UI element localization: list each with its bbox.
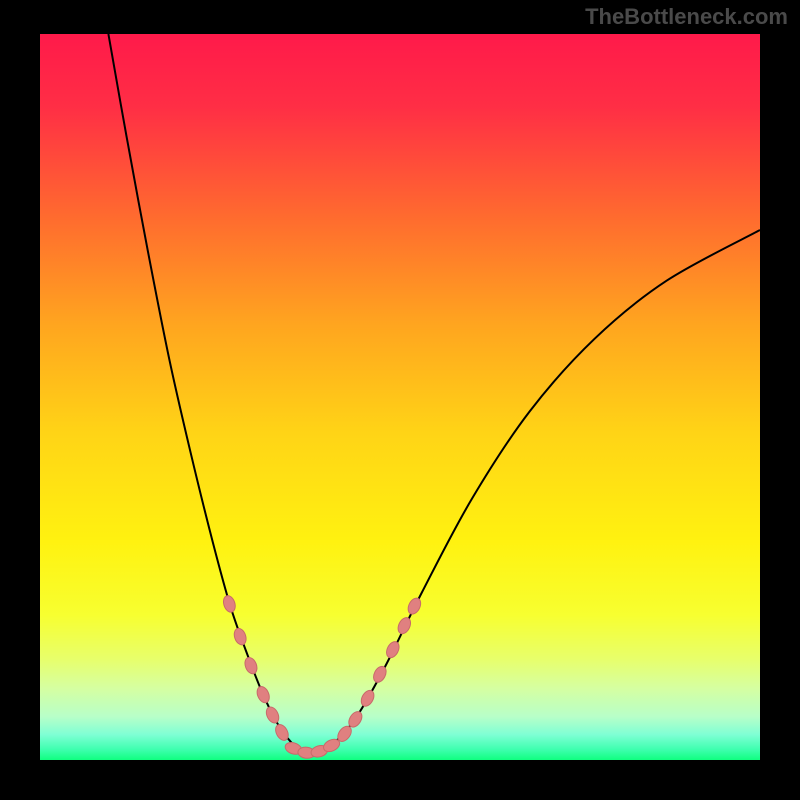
- gradient-background: [40, 34, 760, 760]
- gradient-v-curve-chart: [40, 34, 760, 760]
- chart-container: TheBottleneck.com: [0, 0, 800, 800]
- plot-area: [40, 34, 760, 760]
- watermark-label: TheBottleneck.com: [585, 4, 788, 30]
